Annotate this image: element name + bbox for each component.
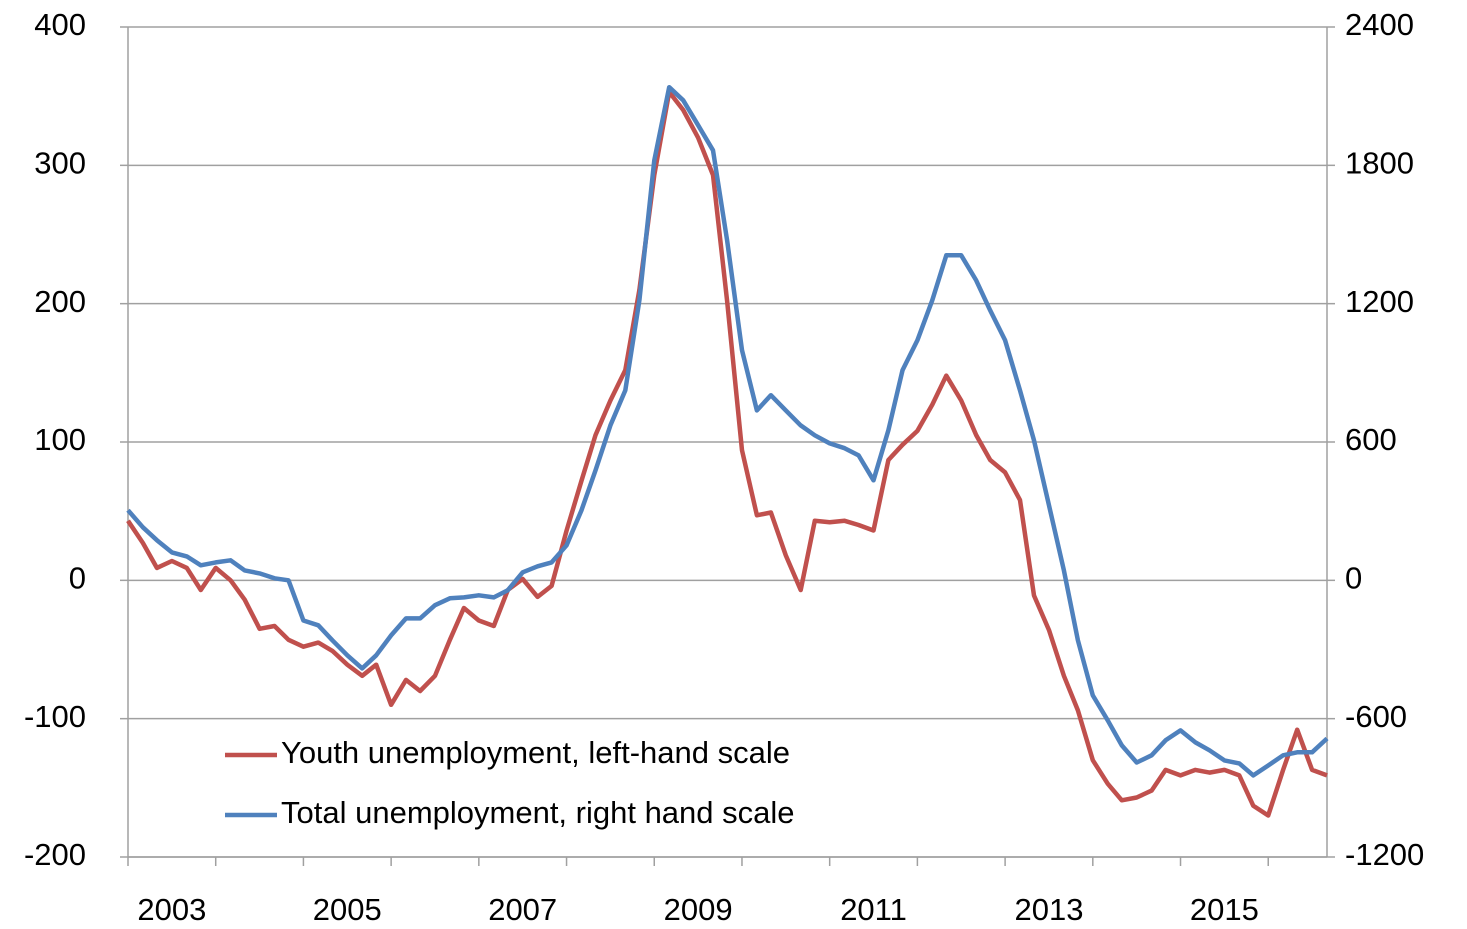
x-tick-label: 2007	[488, 892, 557, 927]
x-tick-label: 2003	[137, 892, 206, 927]
y2-tick-label: -600	[1345, 699, 1407, 734]
x-tick-label: 2005	[313, 892, 382, 927]
y2-tick-label: 1200	[1345, 284, 1414, 319]
y-tick-label: -200	[24, 837, 86, 872]
y-tick-label: 100	[34, 422, 86, 457]
y2-tick-label: 1800	[1345, 146, 1414, 181]
x-tick-label: 2015	[1190, 892, 1259, 927]
y2-tick-label: 600	[1345, 422, 1397, 457]
y-tick-label: 0	[69, 561, 86, 596]
y-tick-label: 400	[34, 7, 86, 42]
x-tick-label: 2009	[664, 892, 733, 927]
legend-label: Total unemployment, right hand scale	[281, 795, 795, 830]
series-line	[126, 84, 1329, 778]
y-tick-label: 300	[34, 146, 86, 181]
series-line	[126, 89, 1328, 818]
y2-tick-label: 0	[1345, 561, 1362, 596]
x-tick-label: 2013	[1014, 892, 1083, 927]
y2-tick-label: 2400	[1345, 7, 1414, 42]
y-tick-label: 200	[34, 284, 86, 319]
legend-label: Youth unemployment, left-hand scale	[281, 735, 790, 770]
y2-tick-label: -1200	[1345, 837, 1424, 872]
x-tick-label: 2011	[840, 892, 907, 927]
y-tick-label: -100	[24, 699, 86, 734]
